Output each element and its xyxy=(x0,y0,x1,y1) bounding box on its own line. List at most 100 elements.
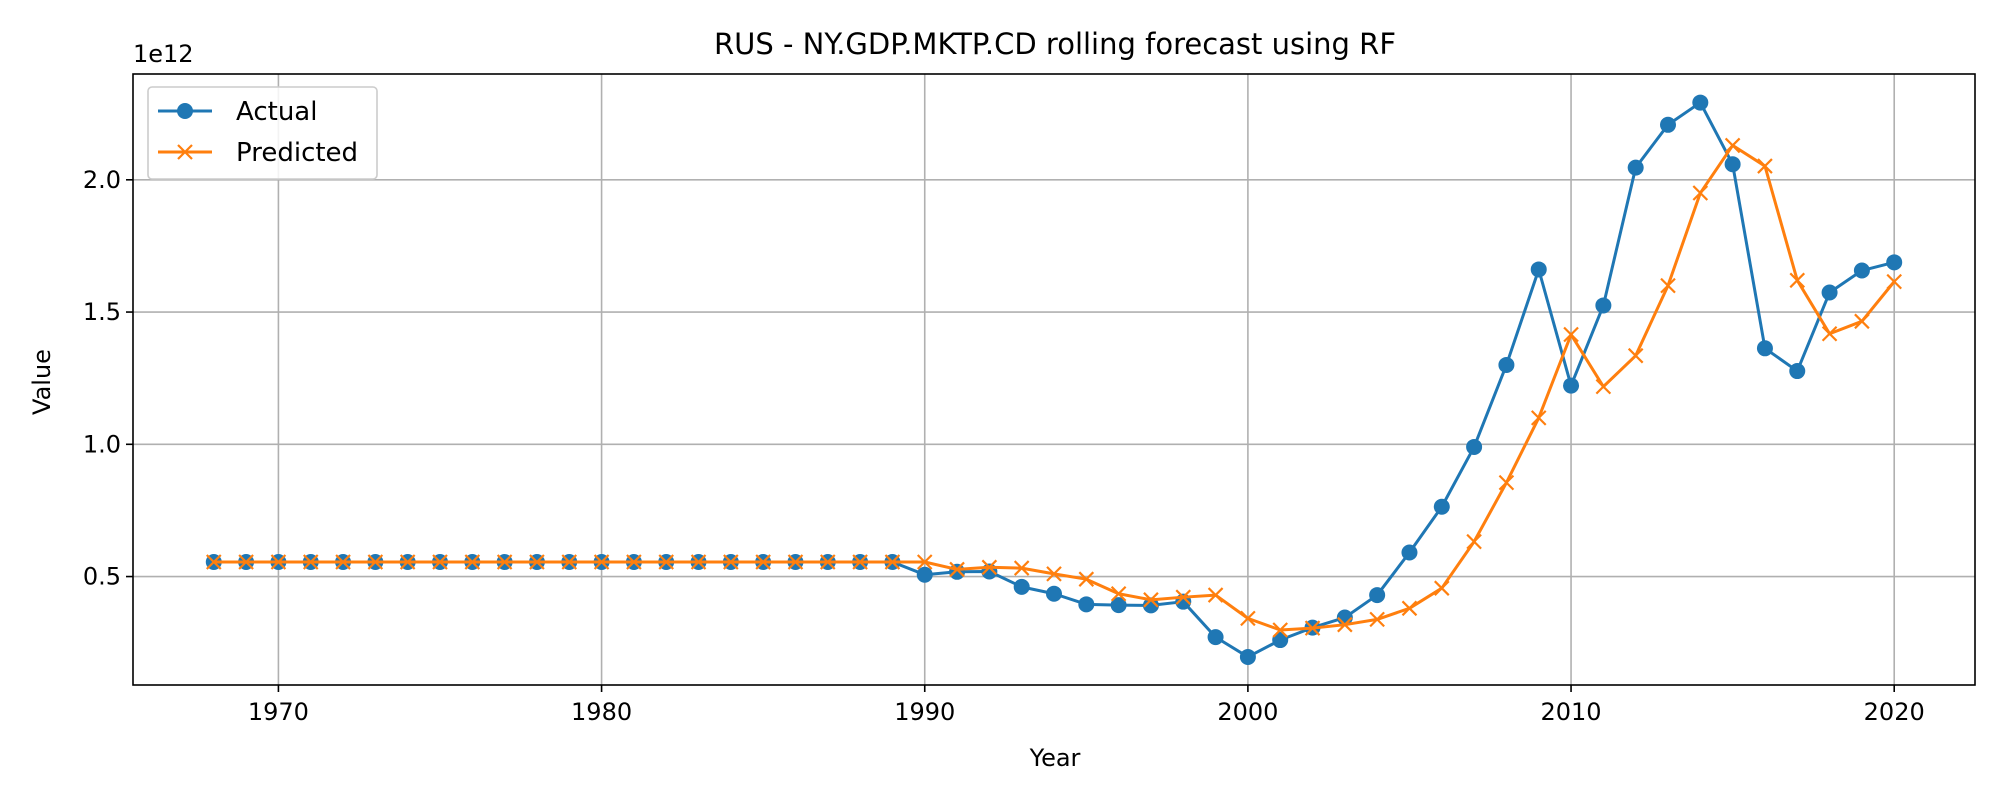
data-point-predicted xyxy=(1886,273,1902,290)
data-point-predicted xyxy=(1466,533,1482,550)
x-axis: 1970 1980 1990 2000 2010 2020 xyxy=(248,685,1925,726)
data-point-predicted xyxy=(1337,616,1353,633)
data-point-actual xyxy=(1369,587,1386,604)
data-point-predicted xyxy=(1854,313,1870,330)
y-tick-label: 0.5 xyxy=(83,563,121,591)
x-axis-title: Year xyxy=(1029,744,1081,772)
data-point-predicted xyxy=(1207,587,1224,603)
y-tick-label: 1.0 xyxy=(83,430,121,458)
data-point-actual xyxy=(1239,648,1256,665)
data-point-predicted xyxy=(787,554,804,570)
data-point-predicted xyxy=(1789,272,1806,289)
chart-title: RUS - NY.GDP.MKTP.CD rolling forecast us… xyxy=(714,27,1396,61)
data-point-actual xyxy=(1821,284,1838,301)
legend-marker xyxy=(177,103,193,119)
legend-item-predicted: Predicted xyxy=(158,138,358,168)
data-point-predicted xyxy=(1046,566,1062,582)
data-point-actual xyxy=(1272,632,1289,649)
data-point-actual xyxy=(1078,596,1095,613)
data-point-predicted xyxy=(1724,137,1741,154)
data-point-actual xyxy=(949,563,966,580)
data-point-predicted xyxy=(399,554,416,570)
x-tick-label: 2010 xyxy=(1541,698,1602,726)
x-tick-label: 2020 xyxy=(1864,698,1925,726)
data-point-predicted xyxy=(1110,585,1127,602)
data-point-predicted xyxy=(1304,620,1321,636)
data-point-actual xyxy=(1498,356,1515,373)
data-point-actual xyxy=(1401,544,1418,561)
data-point-predicted xyxy=(981,559,998,576)
data-point-predicted xyxy=(755,554,771,570)
data-point-predicted xyxy=(723,554,739,570)
data-point-actual xyxy=(1724,156,1741,173)
data-point-predicted xyxy=(1240,610,1256,627)
data-point-actual xyxy=(1110,597,1127,614)
data-point-actual xyxy=(1756,340,1773,357)
data-point-predicted xyxy=(1530,410,1547,426)
grid-lines xyxy=(133,74,1975,685)
data-point-predicted xyxy=(690,554,707,570)
data-point-predicted xyxy=(335,554,351,570)
data-point-predicted xyxy=(658,554,674,570)
data-point-actual xyxy=(1627,159,1644,176)
data-point-predicted xyxy=(916,554,933,570)
data-point-predicted xyxy=(949,561,965,578)
data-point-predicted xyxy=(206,554,222,570)
data-point-predicted xyxy=(1013,560,1030,576)
data-point-predicted xyxy=(852,554,868,570)
series-predicted xyxy=(206,137,1902,638)
data-point-predicted xyxy=(884,554,901,570)
data-point-actual xyxy=(1789,363,1806,380)
data-point-actual xyxy=(1692,94,1709,111)
legend-label: Actual xyxy=(236,97,317,127)
data-point-predicted xyxy=(1627,347,1644,364)
data-point-predicted xyxy=(1078,571,1095,587)
data-point-predicted xyxy=(464,554,481,570)
y-axis-title: Value xyxy=(28,349,56,415)
legend-marker xyxy=(177,144,193,160)
data-point-predicted xyxy=(1272,622,1288,638)
data-point-predicted xyxy=(1434,580,1450,596)
x-tick-label: 1970 xyxy=(248,698,309,726)
data-point-predicted xyxy=(367,554,384,570)
legend: Actual Predicted xyxy=(147,86,378,180)
plot-frame xyxy=(132,73,1976,686)
series-layer xyxy=(205,94,1903,665)
data-point-predicted xyxy=(496,554,513,570)
data-point-predicted xyxy=(626,554,642,570)
data-point-predicted xyxy=(561,554,578,570)
data-point-predicted xyxy=(1595,378,1612,395)
data-point-predicted xyxy=(1563,326,1579,343)
data-point-predicted xyxy=(820,554,836,570)
data-point-predicted xyxy=(1401,600,1418,617)
data-point-predicted xyxy=(1821,325,1838,342)
x-tick-label: 2000 xyxy=(1217,698,1278,726)
data-point-actual xyxy=(1142,597,1159,614)
data-point-actual xyxy=(1853,262,1870,279)
data-point-predicted xyxy=(1175,589,1192,605)
legend-label: Predicted xyxy=(236,138,358,168)
data-point-predicted xyxy=(1757,158,1773,174)
data-point-actual xyxy=(1530,261,1547,278)
data-point-predicted xyxy=(302,554,319,570)
data-point-predicted xyxy=(432,554,448,570)
y-axis-offset-label: 1e12 xyxy=(133,40,194,68)
data-point-actual xyxy=(1433,498,1450,515)
data-point-actual xyxy=(916,566,933,583)
data-point-actual xyxy=(1013,578,1030,595)
data-point-predicted xyxy=(1692,185,1709,201)
data-point-predicted xyxy=(1660,277,1676,294)
data-point-predicted xyxy=(1143,592,1159,608)
data-point-actual xyxy=(1660,116,1676,133)
y-tick-label: 2.0 xyxy=(83,166,121,194)
data-point-actual xyxy=(1466,438,1483,455)
data-point-actual xyxy=(1595,297,1612,314)
y-tick-label: 1.5 xyxy=(83,298,121,326)
data-point-actual xyxy=(1886,254,1903,271)
data-point-predicted xyxy=(529,554,545,570)
data-point-predicted xyxy=(238,554,254,570)
data-point-predicted xyxy=(1498,474,1515,491)
x-tick-label: 1980 xyxy=(571,698,632,726)
data-point-predicted xyxy=(593,554,610,570)
